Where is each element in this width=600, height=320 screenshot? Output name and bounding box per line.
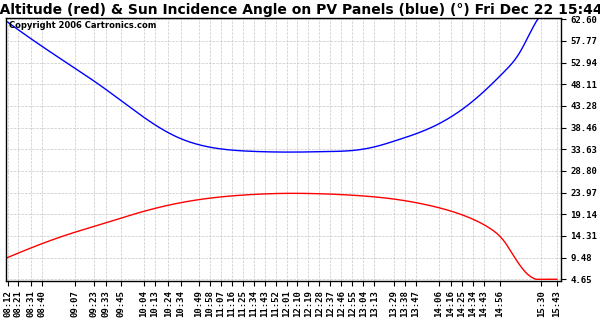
Text: Copyright 2006 Cartronics.com: Copyright 2006 Cartronics.com	[9, 20, 156, 29]
Title: Sun Altitude (red) & Sun Incidence Angle on PV Panels (blue) (°) Fri Dec 22 15:4: Sun Altitude (red) & Sun Incidence Angle…	[0, 3, 600, 17]
